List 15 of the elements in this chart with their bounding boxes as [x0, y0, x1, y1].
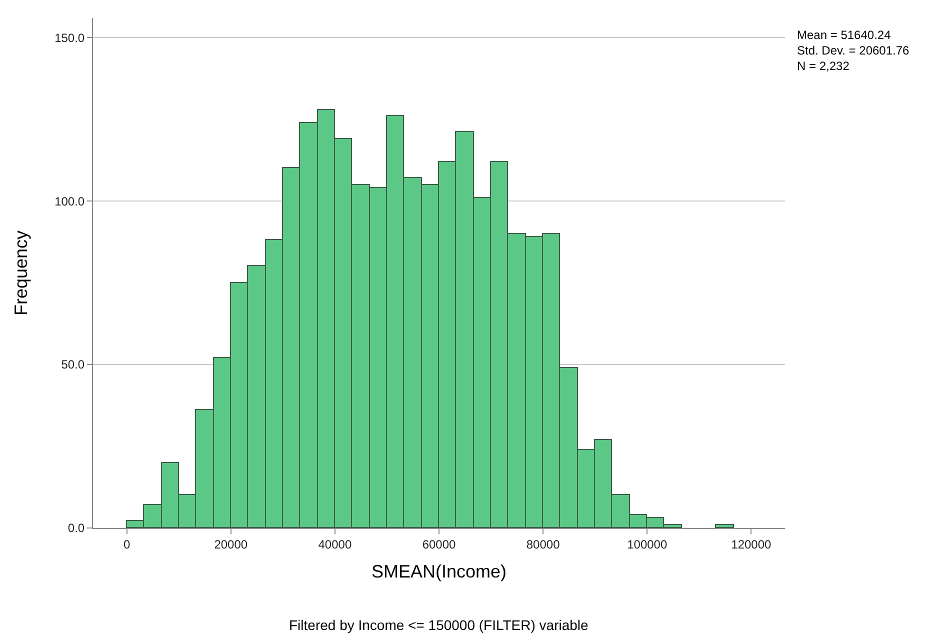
- y-tick-label: 150.0: [54, 30, 85, 45]
- y-tick-label: 100.0: [54, 194, 85, 208]
- x-tick-label: 40000: [318, 537, 352, 552]
- text: Filtered by Income <= 150000 (FILTER) variable: [289, 617, 589, 633]
- x-tick-label: 60000: [422, 537, 456, 552]
- text: Mean = 51640.24 Std. Dev. = 20601.76 N = 2,232: [797, 28, 910, 74]
- y-tick-label: 50.0: [61, 358, 85, 372]
- x-tick-label: 80000: [526, 537, 560, 552]
- x-tick-label: 20000: [214, 537, 248, 552]
- x-tick-label: 0: [123, 537, 130, 552]
- y-axis-title: Frequency: [10, 230, 31, 316]
- x-tick-label: 100000: [627, 537, 668, 552]
- x-tick-label: 120000: [731, 537, 772, 552]
- y-tick-label: 0.0: [68, 521, 85, 536]
- x-axis-title: SMEAN(Income): [371, 562, 507, 582]
